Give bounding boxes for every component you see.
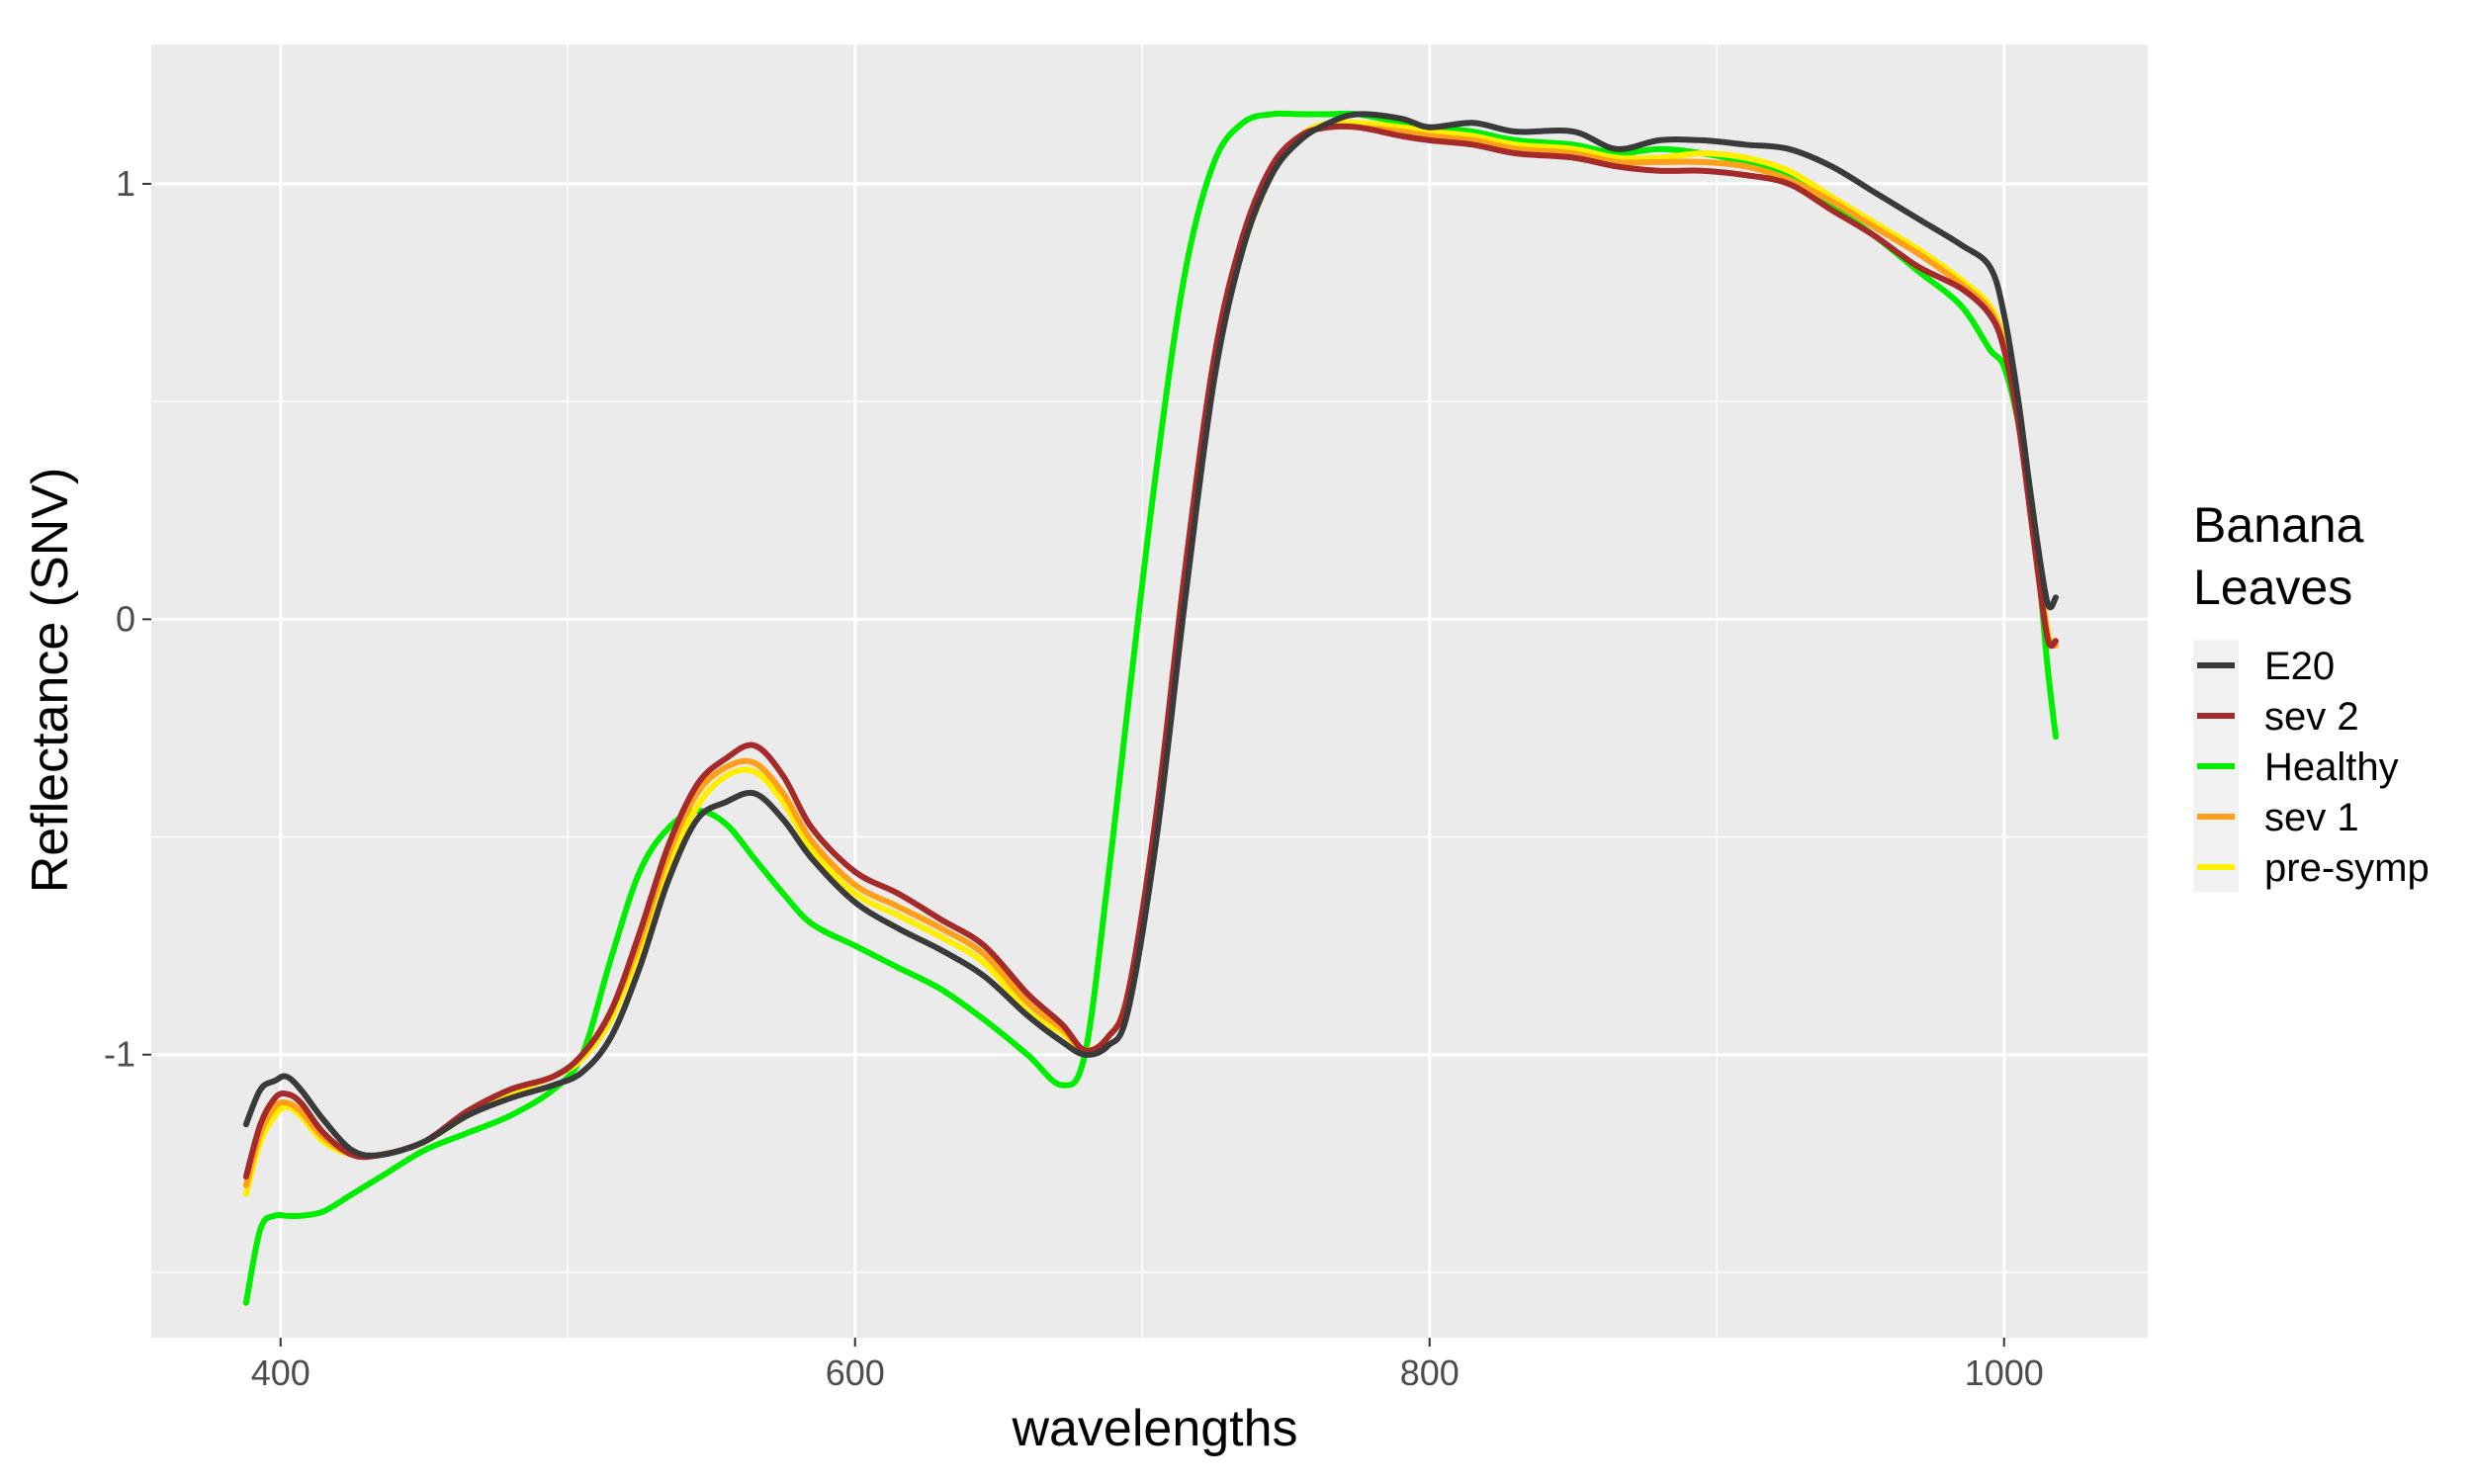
y-axis: -1 0 1 [104,163,151,1075]
legend-title-line-2: Leaves [2193,560,2352,615]
legend-label-e20: E20 [2264,645,2335,688]
x-axis: 400 600 800 1000 [251,1338,2044,1393]
y-tick-label: 1 [116,163,135,204]
x-axis-title: wavelengths [1011,1400,1297,1457]
x-tick-label: 800 [1400,1353,1459,1393]
legend-title-line-1: Banana [2193,497,2364,553]
legend: Banana Leaves E20 sev 2 Healthy sev 1 pre-sy… [2193,497,2430,893]
x-tick-label: 400 [251,1353,310,1393]
series-line-sev-2 [242,123,2059,1180]
panel-background [151,44,2148,1338]
y-tick-label: -1 [104,1034,135,1075]
legend-label-healthy: Healthy [2264,745,2399,789]
series-lines [242,110,2059,1306]
x-tick-label: 600 [826,1353,885,1393]
series-line-e20 [242,111,2059,1159]
y-tick-label: 0 [116,598,135,639]
legend-label-pre-symp: pre-symp [2264,846,2430,890]
legend-label-sev-2: sev 2 [2264,695,2359,739]
x-tick-label: 1000 [1965,1353,2044,1393]
y-axis-title: Reflectance (SNV) [22,468,79,894]
legend-label-sev-1: sev 1 [2264,796,2359,839]
